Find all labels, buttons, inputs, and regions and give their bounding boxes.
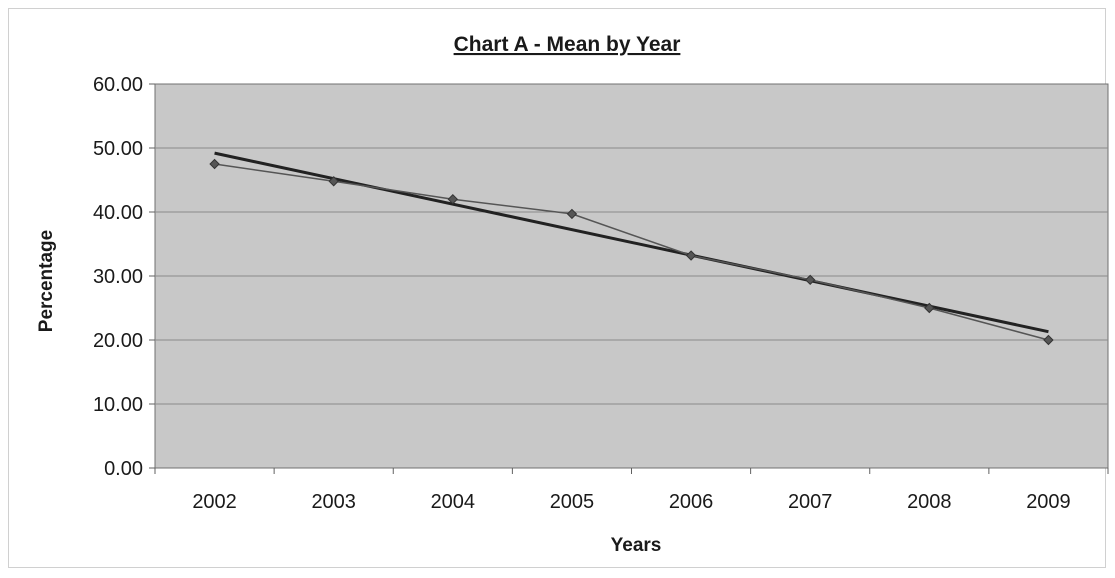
x-tick-label: 2003 xyxy=(311,491,356,513)
data-point xyxy=(209,158,220,170)
chart-title: Chart A - Mean by Year xyxy=(454,33,681,56)
y-tick-label: 60.00 xyxy=(93,74,143,96)
gridlines xyxy=(149,83,1109,474)
y-tick-label: 10.00 xyxy=(93,394,143,416)
series-line xyxy=(214,163,1049,341)
data-point xyxy=(685,250,697,261)
y-tick-label: 40.00 xyxy=(93,202,143,224)
series-group xyxy=(209,151,1054,346)
x-tick-label: 2008 xyxy=(907,491,952,513)
data-point xyxy=(924,302,935,314)
x-tick-label: 2002 xyxy=(192,491,237,513)
y-tick-label: 20.00 xyxy=(93,330,143,352)
data-point xyxy=(804,274,816,286)
y-tick-label: 0.00 xyxy=(104,458,143,480)
data-point xyxy=(566,208,578,220)
data-point xyxy=(328,176,339,187)
x-tick-label: 2009 xyxy=(1026,491,1071,513)
x-tick-label: 2007 xyxy=(788,491,833,513)
data-point xyxy=(1043,334,1054,346)
y-axis-tick-labels: 0.00 10.00 20.00 30.00 40.00 50.00 60.00 xyxy=(93,74,143,480)
y-tick-label: 50.00 xyxy=(93,138,143,160)
y-axis-label: Percentage xyxy=(36,230,57,332)
y-tick-label: 30.00 xyxy=(93,266,143,288)
data-point xyxy=(447,193,459,205)
x-tick-label: 2004 xyxy=(431,491,476,513)
x-tick-label: 2006 xyxy=(669,491,714,513)
x-axis-tick-labels: 2002 2003 2004 2005 2006 2007 2008 2009 xyxy=(192,491,1070,513)
x-tick-label: 2005 xyxy=(550,491,595,513)
trendline xyxy=(214,151,1049,334)
x-axis-label: Years xyxy=(611,535,662,556)
